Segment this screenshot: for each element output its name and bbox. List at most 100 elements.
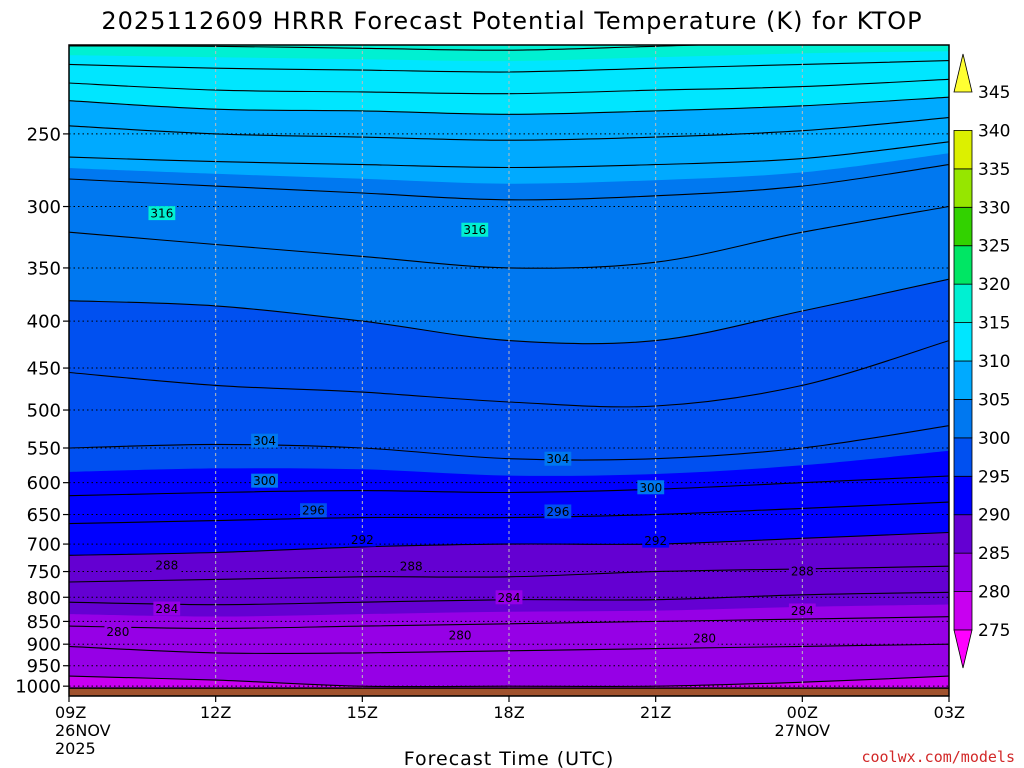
- colorbar-tick-305: 305: [978, 390, 1010, 410]
- band-310k: [69, 45, 949, 115]
- colorbar-tick-285: 285: [978, 544, 1010, 564]
- contour-294k: [69, 475, 949, 497]
- contour-label-300: 300: [253, 474, 276, 488]
- colorbar-seg-4: [953, 475, 973, 516]
- chart-title: 2025112609 HRRR Forecast Potential Tempe…: [101, 7, 922, 35]
- colorbar-seg-13: [953, 130, 973, 170]
- contour-label-304: 304: [253, 434, 276, 448]
- xtick-label-09Z: 09Z: [55, 703, 86, 722]
- colorbar-tick-335: 335: [978, 160, 1010, 180]
- contour-label-292: 292: [351, 533, 374, 547]
- contour-labels: 316 316 304 304 300 300 296 296 292 292 288 288 288 2…: [104, 206, 816, 645]
- contour-label-bg-9: [642, 533, 670, 548]
- contour-label-bg-16: [104, 624, 132, 639]
- contour-label-296: 296: [546, 505, 569, 519]
- xtick-label-03Z: 03Z: [934, 703, 965, 722]
- contour-label-bg-10: [153, 558, 181, 573]
- plot-area: 316 316 304 304 300 300 296 296 292 292 288 288 288 2…: [69, 45, 949, 696]
- xtick-label-12Z: 12Z: [200, 703, 231, 722]
- ytick-label-400: 400: [27, 312, 61, 333]
- colorbar-seg-11: [953, 206, 973, 247]
- contour-label-284: 284: [155, 602, 178, 616]
- contour-label-bg-0: [148, 206, 176, 221]
- ytick-label-300: 300: [27, 197, 61, 218]
- colorbar: 275 280 285 290 295 300 305 310 315 320 325 330 335 3…: [953, 53, 1010, 669]
- xtick-label-15Z: 15Z: [347, 703, 378, 722]
- colorbar-seg-5: [953, 437, 973, 477]
- colorbar-tick-310: 310: [978, 352, 1010, 372]
- colorbar-seg-8: [953, 322, 973, 362]
- ytick-label-800: 800: [27, 588, 61, 609]
- ytick-label-950: 950: [27, 656, 61, 677]
- colorbar-tick-275: 275: [978, 621, 1010, 641]
- colorbar-tick-345: 345: [978, 83, 1010, 103]
- ytick-label-450: 450: [27, 359, 61, 380]
- contour-label-bg-17: [446, 628, 474, 643]
- colorbar-tick-330: 330: [978, 198, 1010, 218]
- contour-label-bg-8: [348, 532, 376, 547]
- contour-label-bg-6: [300, 503, 327, 518]
- colorbar-seg-1: [953, 591, 973, 631]
- contour-label-316: 316: [150, 207, 173, 221]
- contour-label-316: 316: [463, 223, 486, 237]
- colorbar-tick-295: 295: [978, 467, 1010, 487]
- xtick-label-21Z: 21Z: [640, 703, 671, 722]
- grid-lines: [69, 45, 949, 696]
- colorbar-min-arrow: [953, 629, 973, 669]
- xtick-sublabel-2025: 2025: [55, 739, 96, 758]
- ytick-label-650: 650: [27, 505, 61, 526]
- filled-contour-bands: [69, 45, 949, 696]
- colorbar-seg-12: [953, 168, 973, 208]
- xtick-sublabel-27NOV: 27NOV: [775, 721, 831, 740]
- contour-label-bg-12: [788, 564, 816, 579]
- colorbar-seg-2: [953, 552, 973, 592]
- contour-label-bg-4: [251, 473, 278, 488]
- contour-label-bg-1: [461, 222, 489, 237]
- contour-label-296: 296: [302, 504, 325, 518]
- contour-label-bg-3: [544, 451, 572, 466]
- contour-label-284: 284: [498, 591, 521, 605]
- colorbar-tick-325: 325: [978, 237, 1010, 257]
- ytick-label-850: 850: [27, 612, 61, 633]
- contour-label-288: 288: [400, 560, 423, 574]
- pressure-axis: 2503003504004505005506006507007508008509…: [15, 124, 69, 698]
- ytick-label-1000: 1000: [15, 677, 61, 698]
- contour-label-bg-13: [153, 601, 181, 616]
- ytick-label-500: 500: [27, 401, 61, 422]
- contour-label-280: 280: [106, 625, 129, 639]
- contour-304k: [69, 164, 949, 201]
- contour-label-bg-7: [544, 504, 572, 519]
- contour-label-bg-15: [788, 603, 816, 618]
- ytick-label-900: 900: [27, 635, 61, 656]
- colorbar-seg-3: [953, 514, 973, 554]
- colorbar-tick-300: 300: [978, 429, 1010, 449]
- ground-layer: [69, 687, 949, 696]
- ytick-label-350: 350: [27, 258, 61, 279]
- colorbar-tick-290: 290: [978, 506, 1010, 526]
- contour-label-bg-14: [495, 590, 523, 605]
- xtick-label-18Z: 18Z: [493, 703, 524, 722]
- contour-label-288: 288: [791, 565, 814, 579]
- colorbar-seg-10: [953, 245, 973, 285]
- contour-label-288: 288: [155, 559, 178, 573]
- contour-label-bg-11: [397, 559, 425, 574]
- contour-label-304: 304: [546, 452, 569, 466]
- contour-label-bg-18: [691, 630, 718, 645]
- ytick-label-700: 700: [27, 535, 61, 556]
- contour-label-bg-2: [251, 433, 278, 448]
- xtick-sublabel-26NOV: 26NOV: [55, 721, 111, 740]
- ytick-label-550: 550: [27, 438, 61, 459]
- colorbar-tick-320: 320: [978, 275, 1010, 295]
- colorbar-seg-6: [953, 399, 973, 439]
- ytick-label-250: 250: [27, 124, 61, 145]
- contour-label-280: 280: [449, 629, 472, 643]
- ytick-label-750: 750: [27, 562, 61, 583]
- colorbar-max-arrow: [953, 53, 973, 93]
- contour-label-292: 292: [644, 534, 667, 548]
- colorbar-tick-340: 340: [978, 121, 1010, 141]
- colorbar-tick-315: 315: [978, 314, 1010, 334]
- credit-link[interactable]: coolwx.com/models: [861, 748, 1015, 766]
- contour-label-280: 280: [693, 631, 716, 645]
